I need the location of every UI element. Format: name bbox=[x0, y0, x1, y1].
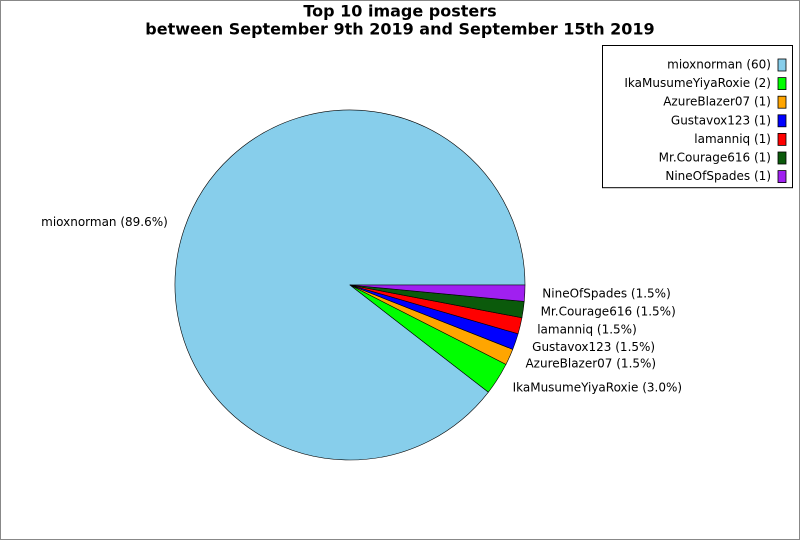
legend-label: NineOfSpades (1) bbox=[665, 169, 771, 183]
legend-label: AzureBlazer07 (1) bbox=[663, 95, 771, 109]
pie-slice bbox=[349, 284, 526, 302]
slice-label: Gustavox123 (1.5%) bbox=[532, 340, 655, 354]
legend-swatch bbox=[777, 58, 787, 72]
legend-box bbox=[602, 45, 793, 189]
slice-label: mioxnorman (89.6%) bbox=[41, 215, 168, 229]
legend-swatch bbox=[777, 77, 787, 90]
legend-swatch bbox=[777, 95, 787, 109]
legend-label: mioxnorman (60) bbox=[667, 58, 771, 72]
slice-label: Mr.Courage616 (1.5%) bbox=[541, 305, 676, 319]
legend-swatch bbox=[777, 132, 787, 146]
slice-label: AzureBlazer07 (1.5%) bbox=[525, 357, 656, 371]
legend-swatch bbox=[777, 151, 787, 165]
legend-swatch bbox=[777, 114, 787, 128]
chart-title: Top 10 image posters bbox=[303, 2, 496, 21]
slice-label: NineOfSpades (1.5%) bbox=[542, 287, 670, 301]
legend-label: Gustavox123 (1) bbox=[671, 113, 771, 127]
legend-label: IkaMusumeYiyaRoxie (2) bbox=[624, 76, 771, 90]
legend-swatch bbox=[777, 170, 787, 184]
slice-label: IkaMusumeYiyaRoxie (3.0%) bbox=[513, 381, 682, 395]
slice-label: lamanniq (1.5%) bbox=[537, 322, 637, 336]
chart-subtitle: between September 9th 2019 and September… bbox=[145, 20, 654, 39]
legend-label: Mr.Courage616 (1) bbox=[659, 151, 771, 165]
legend-label: lamanniq (1) bbox=[694, 132, 771, 146]
